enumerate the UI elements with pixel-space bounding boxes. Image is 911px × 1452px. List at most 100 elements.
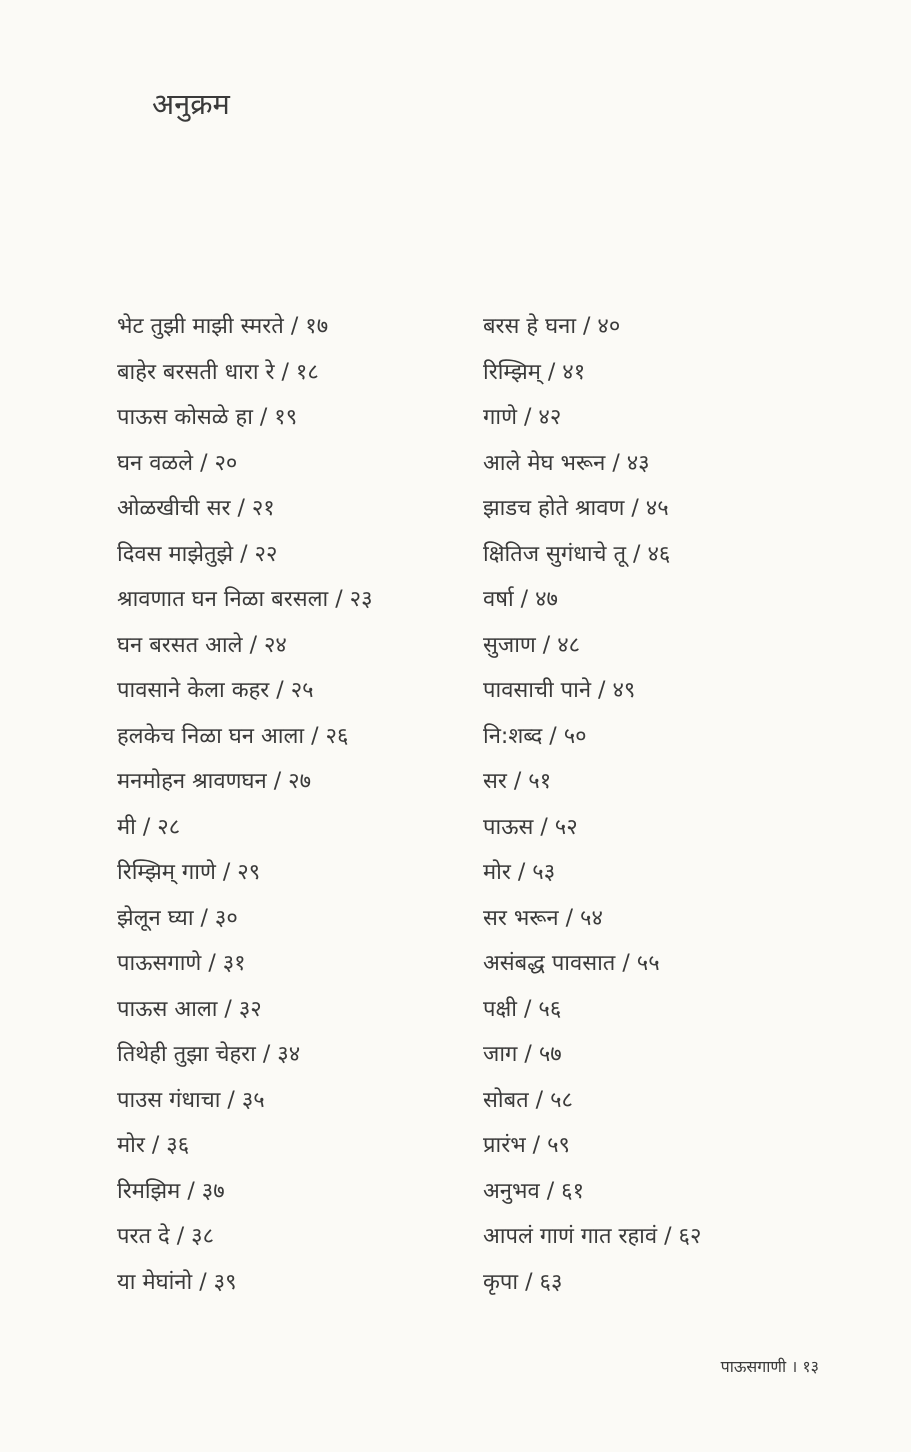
toc-entry-title: पाऊस [483,814,534,840]
toc-entry-title: पाऊस आला [117,996,218,1022]
toc-entry-page: ४२ [538,405,562,430]
toc-entry-page: २३ [349,587,373,612]
toc-entry-title: सुजाण [483,632,536,658]
toc-entry-title: मोर [483,860,511,885]
toc-entry-page: ४१ [562,359,586,385]
toc-entry: आले मेघ भरून / ४३ [483,447,701,493]
toc-entry-page: २७ [288,769,312,794]
toc-entry: दिवस माझेतुझे / २२ [117,538,373,584]
toc-entry: कृपा / ६३ [483,1266,701,1312]
toc-entry: पाऊस / ५२ [483,811,701,857]
toc-separator: / [201,951,223,976]
toc-separator: / [217,996,239,1022]
toc-separator: / [542,723,564,749]
toc-entry-title: रिम्झिम् [483,359,541,385]
toc-entry-title: पावसाने केला कहर [117,678,270,703]
toc-entry-title: मी [117,814,136,840]
page-footer: पाऊसगाणी । १३ [721,1355,819,1377]
toc-entry: श्रावणात घन निळा बरसला / २३ [117,583,373,629]
toc-entry-page: २४ [263,632,287,658]
toc-separator: / [283,314,306,339]
toc-entry-title: जाग [483,1042,518,1067]
toc-entry: ओळखीची सर / २१ [117,492,373,538]
toc-entry: रिम्झिम् गाणे / २९ [117,856,373,902]
toc-entry: मोर / ३६ [117,1129,373,1175]
toc-separator: / [215,860,238,885]
toc-entry: पाउस गंधाचा / ३५ [117,1084,373,1130]
toc-separator: / [252,405,275,430]
toc-entry-page: ३० [214,905,238,931]
toc-entry-page: ३४ [277,1042,301,1067]
toc-left-column: भेट तुझी माझी स्मरते / १७ बाहेर बरसती धार… [117,310,373,1311]
toc-separator: / [517,405,539,430]
toc-entry-title: सोबत [483,1087,529,1113]
toc-entry-title: क्षितिज सुगंधाचे तू [483,541,627,567]
toc-entry-title: मनमोहन श्रावणघन [117,769,267,794]
toc-entry-page: १८ [295,359,319,385]
toc-separator: / [558,905,581,931]
toc-separator: / [266,769,289,794]
footer-page-number: १३ [802,1357,819,1376]
toc-separator: / [169,1224,192,1249]
toc-separator: / [506,769,529,794]
toc-entry-title: ओळखीची सर [117,496,231,521]
toc-separator: / [576,314,598,339]
toc-entry: गाणे / ४२ [483,401,701,447]
toc-separator: / [510,860,533,885]
toc-entry-page: ३५ [241,1087,265,1113]
toc-entry-title: बाहेर बरसती धारा रे [117,359,275,385]
toc-entry: घन वळले / २० [117,447,373,493]
toc-separator: / [605,450,627,476]
toc-separator: / [528,1087,551,1113]
toc-entry-title: गाणे [483,405,517,430]
toc-entry: मनमोहन श्रावणघन / २७ [117,765,373,811]
toc-entry-title: पाऊस कोसळे हा [117,405,253,430]
toc-entry: झेलून घ्या / ३० [117,902,373,948]
toc-entry: घन बरसत आले / २४ [117,629,373,675]
toc-separator: / [539,1178,562,1204]
toc-entry: जाग / ५७ [483,1038,701,1084]
toc-separator: / [255,1042,278,1067]
footer-separator: । [791,1357,798,1376]
toc-entry-title: नि:शब्द [483,723,543,749]
toc-entry-title: श्रावणात घन निळा बरसला [117,587,329,612]
toc-entry-page: ५७ [538,1042,562,1067]
toc-separator: / [518,1269,540,1295]
toc-separator: / [624,496,646,521]
toc-entry-title: रिम्झिम् गाणे [117,860,216,885]
toc-separator: / [513,587,536,612]
toc-entry-title: झेलून घ्या [117,905,194,931]
toc-separator: / [516,996,539,1022]
toc-entry-title: पाऊसगाणे [117,951,202,976]
toc-separator: / [540,359,563,385]
toc-entry: पावसाने केला कहर / २५ [117,674,373,720]
toc-entry-title: कृपा [483,1269,519,1295]
toc-entry: सुजाण / ४८ [483,629,701,675]
toc-entry-title: रिमझिम [117,1178,181,1204]
toc-entry: पक्षी / ५६ [483,993,701,1039]
toc-entry: नि:शब्द / ५० [483,720,701,766]
toc-entry-page: ५६ [538,996,562,1022]
toc-entry: क्षितिज सुगंधाचे तू / ४६ [483,538,701,584]
toc-entry-title: भेट तुझी माझी स्मरते [117,314,284,339]
toc-separator: / [517,1042,539,1067]
toc-entry-title: पावसाची पाने [483,678,592,703]
toc-entry-page: ४८ [557,632,581,658]
toc-entry: असंबद्ध पावसात / ५५ [483,947,701,993]
toc-entry-title: अनुभव [483,1178,540,1204]
toc-entry: आपलं गाणं गात रहावं / ६२ [483,1220,701,1266]
toc-entry: हलकेच निळा घन आला / २६ [117,720,373,766]
toc-entry-page: ५३ [532,860,556,885]
toc-entry-title: तिथेही तुझा चेहरा [117,1042,256,1067]
toc-entry-page: ५१ [528,769,552,794]
toc-entry-page: २८ [157,814,181,840]
toc-entry-page: ५९ [547,1133,570,1158]
toc-entry-page: २५ [290,678,314,703]
toc-entry-page: २२ [254,541,278,567]
toc-entry: भेट तुझी माझी स्मरते / १७ [117,310,373,356]
toc-separator: / [233,541,255,567]
toc-separator: / [230,496,252,521]
page-title: अनुक्रम [152,87,230,121]
toc-entry: रिम्झिम् / ४१ [483,356,701,402]
toc-entry: पावसाची पाने / ४९ [483,674,701,720]
